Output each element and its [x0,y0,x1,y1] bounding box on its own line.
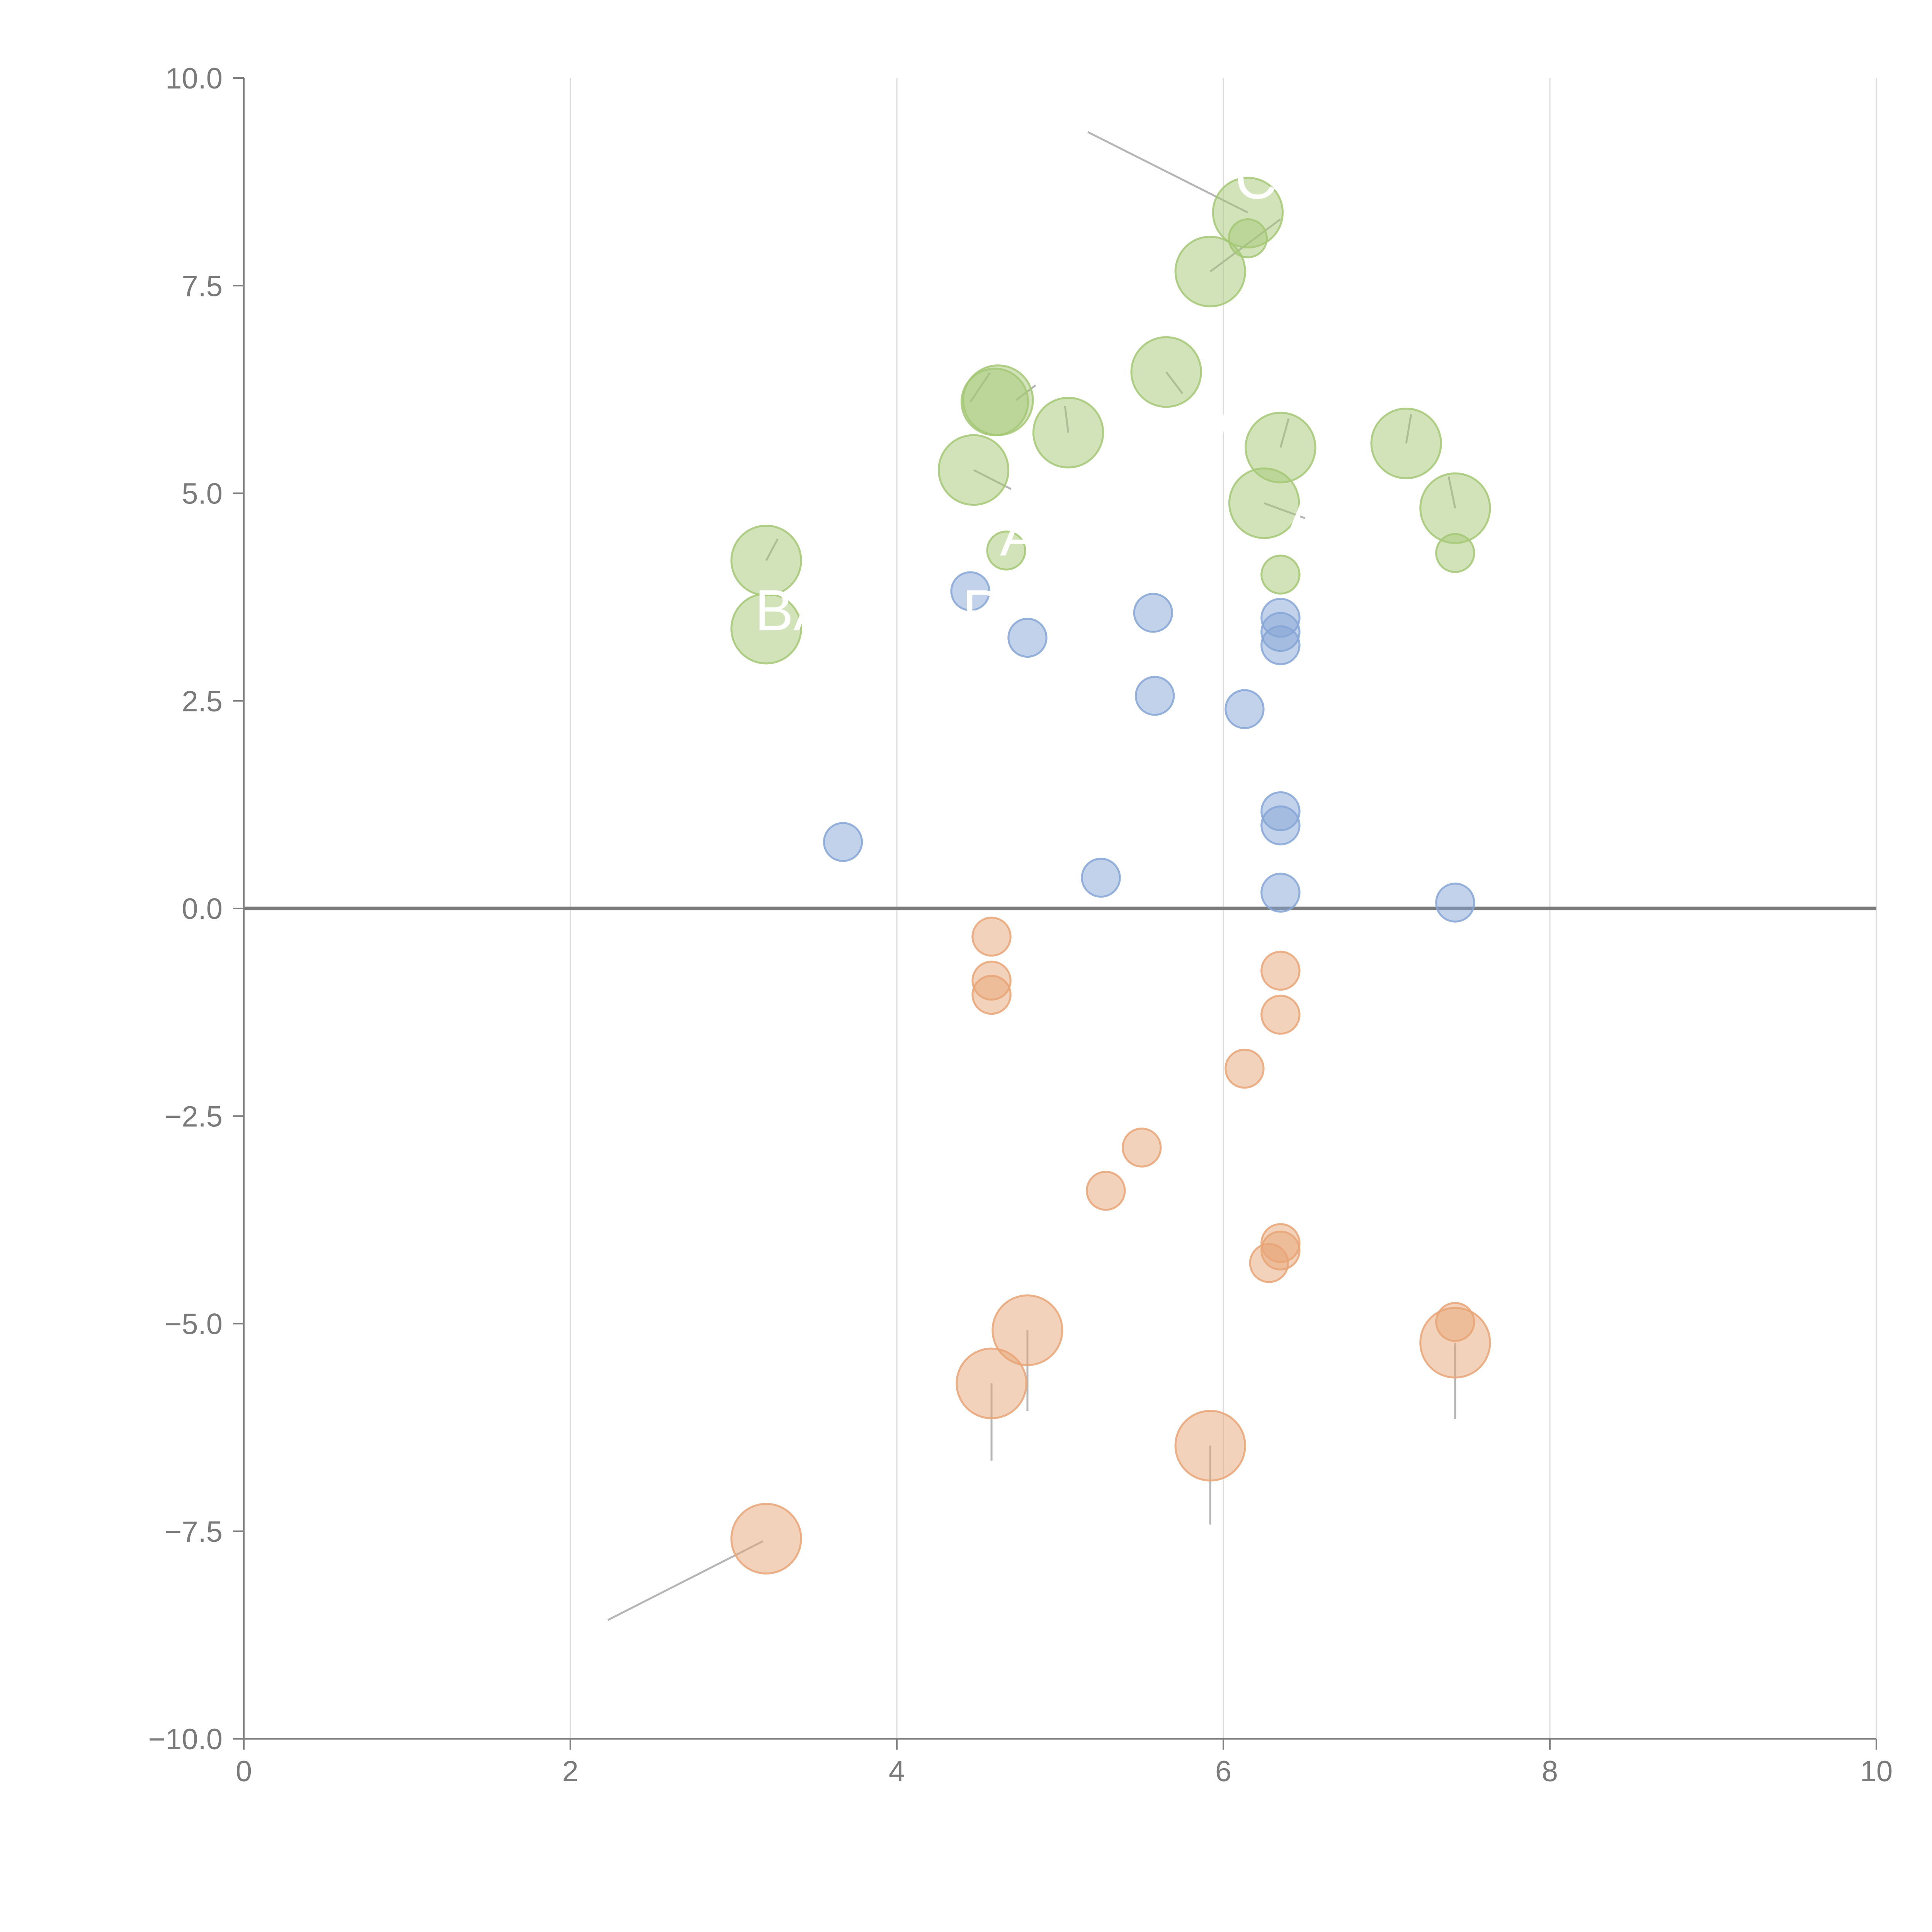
data-point-orange [730,1503,802,1575]
data-point-orange [956,1347,1027,1419]
x-tick-label: 2 [562,1755,578,1788]
data-point-green [1032,396,1104,469]
data-point-green [1370,407,1442,480]
data-point-green [986,531,1026,571]
data-point-orange [1260,951,1301,991]
data-point-green [1435,533,1475,573]
annotation-label: C [1235,146,1277,211]
y-tick-label: −2.5 [165,1100,223,1133]
annotation-label: A [1000,503,1039,568]
data-point-green [1260,554,1301,595]
data-point-orange [1225,1049,1265,1089]
x-tick-label: 8 [1542,1755,1558,1788]
data-point-green [1130,336,1202,408]
data-point-blue [823,822,863,862]
y-tick-label: −7.5 [165,1515,223,1548]
data-point-blue [1260,625,1301,665]
annotation-label: A [1286,486,1324,551]
data-point-blue [1260,805,1301,845]
y-tick-label: 2.5 [182,685,223,718]
data-point-orange [1174,1410,1246,1482]
y-tick-label: 0.0 [182,893,223,925]
y-tick-label: 5.0 [182,478,223,510]
x-tick-label: 4 [889,1755,905,1788]
data-point-blue [1007,617,1048,658]
data-point-green [1419,472,1491,544]
y-tick-label: −10.0 [148,1723,223,1756]
annotation-label-layer: CWA ABA P [755,146,1324,643]
data-point-green [960,367,1029,436]
data-point-blue [1134,676,1175,716]
leader-line-layer [607,131,1456,1621]
data-point-blue [1435,883,1475,923]
data-point-orange [1086,1170,1126,1211]
axis-layer: 0 2 4 6 8 10 10.0 7.5 5.0 2.5 0.0 −2.5 −5.0 −7.5 −10.0 [148,62,1893,1788]
data-point-green [730,593,802,665]
data-point-green [937,434,1010,506]
data-point-orange [1122,1128,1162,1168]
data-point-green [1228,467,1300,539]
x-tick-label: 0 [236,1755,252,1788]
data-point-layer [730,177,1491,1575]
y-tick-label: −5.0 [165,1308,223,1341]
data-point-blue [1260,872,1301,913]
annotation-label: W [1204,383,1259,447]
data-point-blue [1133,593,1173,633]
data-point-orange [971,917,1012,957]
data-point-blue [1225,689,1265,729]
data-point-blue [1081,857,1121,898]
data-point-orange [1419,1307,1491,1379]
data-point-green [1174,236,1246,308]
y-tick-label: 10.0 [165,62,223,95]
data-point-green [1228,218,1268,259]
data-point-blue [950,571,990,611]
data-point-orange [992,1294,1063,1366]
data-point-orange [971,975,1012,1015]
data-point-orange [1249,1243,1289,1283]
y-tick-label: 7.5 [182,270,223,303]
data-point-orange [1260,995,1301,1035]
annotation-label: P [962,578,1001,643]
annotation-label: BA [755,578,832,643]
x-tick-label: 6 [1215,1755,1231,1788]
x-tick-label: 10 [1860,1755,1893,1788]
